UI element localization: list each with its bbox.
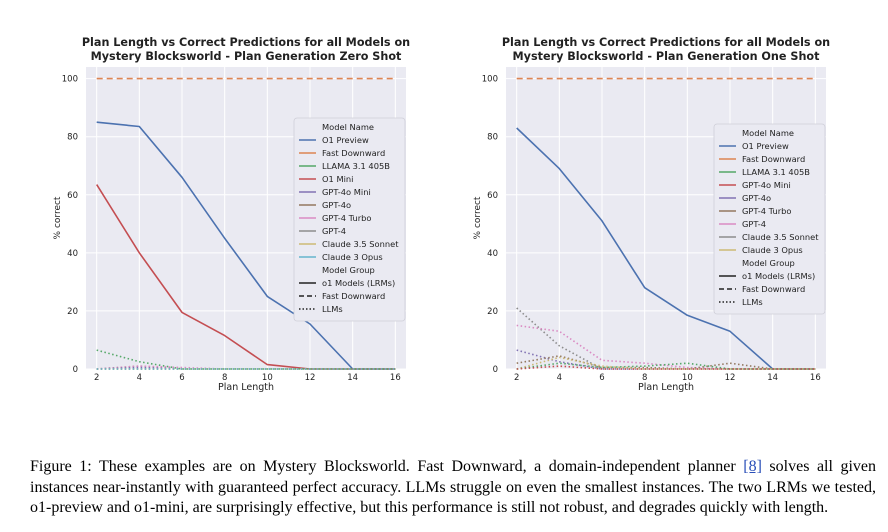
legend-entry: o1 Models (LRMs) <box>322 278 395 288</box>
legend-entry: O1 Preview <box>742 141 789 151</box>
legend-entry: o1 Models (LRMs) <box>742 271 815 281</box>
y-tick-label: 60 <box>487 191 498 201</box>
legend-title: Model Name <box>742 128 794 138</box>
x-axis-label: Plan Length <box>218 382 274 393</box>
x-axis-label: Plan Length <box>638 382 694 393</box>
legend-entry: Fast Downward <box>742 154 805 164</box>
x-tick-label: 16 <box>810 373 821 383</box>
x-tick-label: 6 <box>179 373 184 383</box>
caption-text-end: solves all given instances near-instantl… <box>30 458 876 516</box>
chart-title: Plan Length vs Correct Predictions for a… <box>502 36 830 49</box>
y-tick-label: 80 <box>487 133 498 143</box>
y-tick-label: 100 <box>482 75 498 85</box>
x-tick-label: 10 <box>262 373 273 383</box>
figure-caption: Figure 1: These examples are on Mystery … <box>30 457 876 519</box>
caption-text-start: Figure 1: These examples are on Mystery … <box>30 458 744 475</box>
x-tick-label: 2 <box>94 373 99 383</box>
legend-entry: O1 Preview <box>322 135 369 145</box>
x-tick-label: 10 <box>682 373 693 383</box>
legend-title: Model Group <box>322 265 375 275</box>
y-tick-label: 40 <box>487 249 498 259</box>
legend-entry: O1 Mini <box>322 174 353 184</box>
x-tick-label: 12 <box>305 373 316 383</box>
legend-title: Model Name <box>322 122 374 132</box>
legend-entry: Claude 3.5 Sonnet <box>742 232 819 242</box>
legend-entry: LLMs <box>742 297 763 307</box>
legend-entry: LLAMA 3.1 405B <box>322 161 390 171</box>
x-tick-label: 4 <box>557 373 562 383</box>
y-tick-label: 40 <box>67 249 78 259</box>
legend-entry: GPT-4o <box>322 200 351 210</box>
chart-title: Mystery Blocksworld - Plan Generation Ze… <box>91 50 402 63</box>
chart-title: Mystery Blocksworld - Plan Generation On… <box>513 50 821 63</box>
legend <box>293 117 406 322</box>
legend-entry: Claude 3 Opus <box>322 252 383 262</box>
chart-title: Plan Length vs Correct Predictions for a… <box>82 36 410 49</box>
x-tick-label: 6 <box>599 373 604 383</box>
legend-entry: GPT-4o Mini <box>322 187 371 197</box>
x-tick-label: 12 <box>725 373 736 383</box>
legend-entry: LLAMA 3.1 405B <box>742 167 810 177</box>
y-tick-label: 20 <box>67 307 78 317</box>
figure: Plan Length vs Correct Predictions for a… <box>53 36 830 393</box>
legend-entry: GPT-4o Mini <box>742 180 791 190</box>
series-line <box>516 127 816 370</box>
x-tick-label: 14 <box>347 373 358 383</box>
legend-title: Model Group <box>742 258 795 268</box>
x-tick-label: 16 <box>390 373 401 383</box>
y-axis-label: % correct <box>473 196 483 239</box>
legend-entry: Claude 3.5 Sonnet <box>322 239 399 249</box>
series-line <box>516 365 816 370</box>
legend-entry: Fast Downward <box>322 291 385 301</box>
citation-link[interactable]: [8] <box>743 458 762 475</box>
y-tick-label: 60 <box>67 191 78 201</box>
legend-entry: GPT-4 <box>742 219 766 229</box>
legend-entry: Claude 3 Opus <box>742 245 803 255</box>
x-tick-label: 8 <box>642 373 647 383</box>
y-tick-label: 100 <box>62 75 78 85</box>
y-tick-label: 20 <box>487 307 498 317</box>
x-tick-label: 4 <box>137 373 142 383</box>
y-tick-label: 0 <box>493 365 498 375</box>
x-tick-label: 8 <box>222 373 227 383</box>
legend-entry: GPT-4o <box>742 193 771 203</box>
y-tick-label: 0 <box>73 365 78 375</box>
legend-entry: LLMs <box>322 304 343 314</box>
legend-entry: Fast Downward <box>322 148 385 158</box>
legend-entry: GPT-4 Turbo <box>322 213 371 223</box>
legend <box>713 123 826 315</box>
legend-entry: GPT-4 <box>322 226 346 236</box>
legend-entry: GPT-4 Turbo <box>742 206 791 216</box>
x-tick-label: 14 <box>767 373 778 383</box>
legend-entry: Fast Downward <box>742 284 805 294</box>
y-axis-label: % correct <box>53 196 63 239</box>
y-tick-label: 80 <box>67 133 78 143</box>
x-tick-label: 2 <box>514 373 519 383</box>
series-line <box>96 121 396 370</box>
